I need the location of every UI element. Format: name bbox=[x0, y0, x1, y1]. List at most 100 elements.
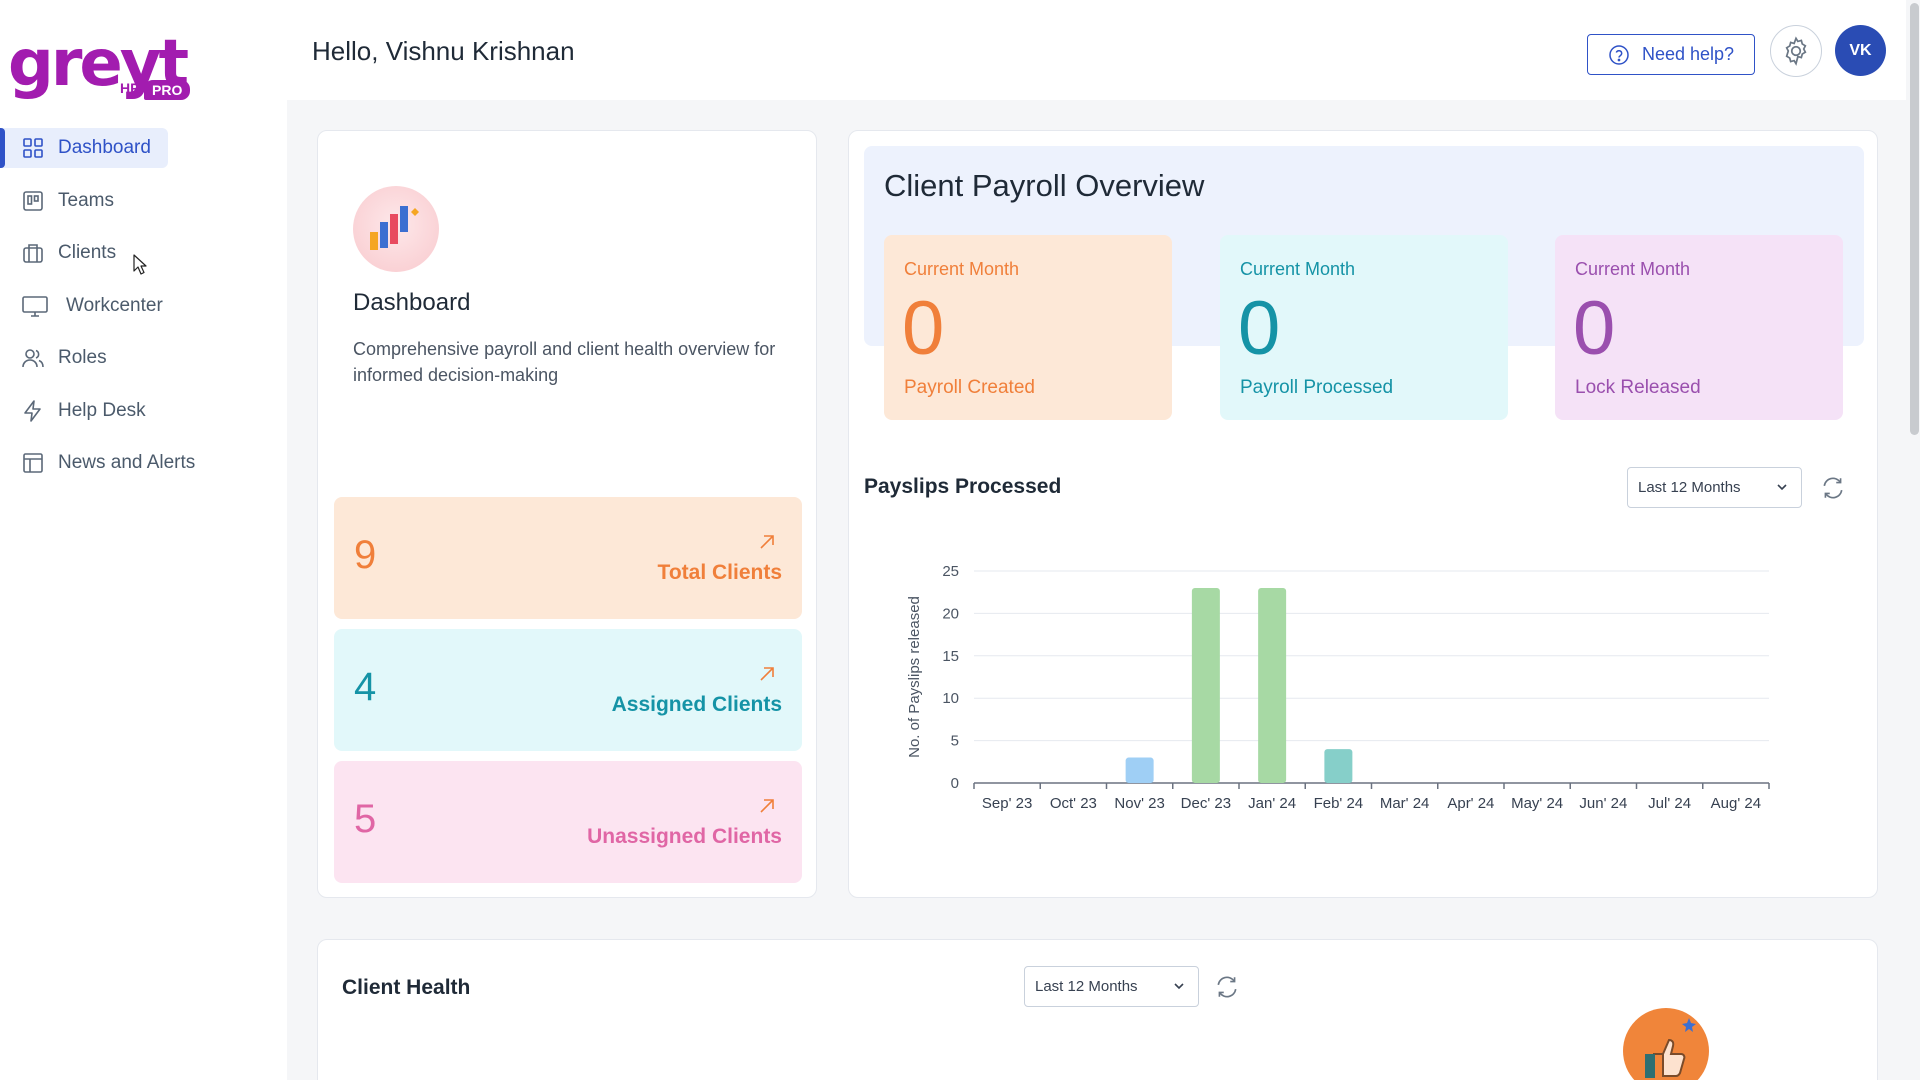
settings-button[interactable] bbox=[1770, 25, 1822, 77]
metric-caption: Current Month bbox=[1575, 259, 1691, 279]
gear-icon bbox=[1785, 36, 1807, 66]
bar-chart-illustration-icon bbox=[353, 186, 439, 272]
sidebar-item-label: Help Desk bbox=[58, 399, 146, 421]
lightning-icon bbox=[22, 399, 44, 422]
need-help-label: Need help? bbox=[1641, 44, 1735, 64]
metric-value: 0 bbox=[1238, 286, 1281, 371]
monitor-icon bbox=[22, 295, 48, 317]
x-tick-label: Jan' 24 bbox=[1248, 795, 1296, 812]
greeting-text: Hello, Vishnu Krishnan bbox=[312, 36, 575, 66]
chart-bar bbox=[1125, 757, 1154, 783]
sidebar-item-clients[interactable]: Clients bbox=[0, 233, 287, 273]
arrow-up-right-icon bbox=[760, 535, 774, 549]
sidebar-item-news-and-alerts[interactable]: News and Alerts bbox=[0, 443, 287, 483]
chart-bar bbox=[1191, 587, 1220, 783]
sidebar-item-dashboard[interactable]: Dashboard bbox=[0, 128, 168, 168]
payroll-created-metric: Current Month 0 Payroll Created bbox=[884, 235, 1172, 420]
payslips-processed-title: Payslips Processed bbox=[864, 475, 1062, 498]
briefcase-icon bbox=[22, 242, 44, 264]
sidebar-item-help-desk[interactable]: Help Desk bbox=[0, 391, 287, 431]
chevron-down-icon bbox=[1777, 484, 1787, 491]
x-tick-label: Nov' 23 bbox=[1114, 795, 1164, 812]
arrow-up-right-icon bbox=[760, 799, 774, 813]
dashboard-grid-icon bbox=[22, 137, 44, 159]
x-tick-label: Sep' 23 bbox=[982, 795, 1032, 812]
x-tick-label: Aug' 24 bbox=[1711, 795, 1761, 812]
chart-bar bbox=[1258, 587, 1287, 783]
user-avatar[interactable]: VK bbox=[1835, 25, 1886, 76]
y-axis-label: No. of Payslips released bbox=[906, 596, 923, 758]
sidebar-item-label: Teams bbox=[58, 189, 114, 211]
refresh-icon bbox=[1823, 477, 1843, 499]
payslips-range-select[interactable]: Last 12 Months bbox=[1627, 467, 1802, 508]
logo-pro-badge: PRO bbox=[144, 80, 191, 100]
sidebar-item-workcenter[interactable]: Workcenter bbox=[0, 286, 287, 326]
arrow-up-right-icon bbox=[760, 667, 774, 681]
dashboard-summary-card: Dashboard Comprehensive payroll and clie… bbox=[317, 130, 817, 898]
metric-label: Payroll Created bbox=[904, 377, 1035, 398]
x-tick-label: Oct' 23 bbox=[1050, 795, 1097, 812]
teams-board-icon bbox=[22, 190, 44, 212]
stat-value: 9 bbox=[354, 533, 377, 577]
x-tick-label: Jun' 24 bbox=[1579, 795, 1627, 812]
x-tick-label: Apr' 24 bbox=[1447, 795, 1494, 812]
total-clients-card[interactable]: 9 Total Clients bbox=[334, 497, 802, 619]
mouse-cursor-icon bbox=[133, 254, 147, 275]
client-health-refresh-button[interactable] bbox=[1213, 973, 1241, 1001]
sidebar-item-teams[interactable]: Teams bbox=[0, 181, 287, 221]
stat-value: 5 bbox=[354, 797, 377, 841]
sidebar-item-label: Workcenter bbox=[66, 294, 163, 316]
x-tick-label: Jul' 24 bbox=[1648, 795, 1691, 812]
sidebar-nav: Dashboard Teams Clients bbox=[0, 128, 287, 496]
news-layout-icon bbox=[22, 452, 44, 474]
users-icon bbox=[22, 347, 44, 369]
sidebar-item-label: Clients bbox=[58, 242, 117, 263]
y-tick-label: 5 bbox=[951, 733, 959, 750]
x-tick-label: Dec' 23 bbox=[1181, 795, 1231, 812]
metric-label: Payroll Processed bbox=[1240, 377, 1394, 398]
metric-caption: Current Month bbox=[904, 259, 1020, 279]
payroll-overview-title: Client Payroll Overview bbox=[884, 168, 1205, 203]
client-health-title: Client Health bbox=[342, 976, 471, 999]
chevron-down-icon bbox=[1174, 983, 1184, 990]
y-tick-label: 10 bbox=[942, 690, 959, 707]
chart-bar bbox=[1324, 749, 1353, 783]
payroll-processed-metric: Current Month 0 Payroll Processed bbox=[1220, 235, 1508, 420]
assigned-clients-card[interactable]: 4 Assigned Clients bbox=[334, 629, 802, 751]
logo-hr-text: HR bbox=[120, 80, 141, 96]
dashboard-card-title: Dashboard bbox=[353, 289, 471, 316]
metric-caption: Current Month bbox=[1240, 259, 1356, 279]
payslips-range-value: Last 12 Months bbox=[1638, 479, 1741, 496]
sidebar-item-label: Roles bbox=[58, 347, 107, 368]
sidebar: greyt HR PRO Dashboard Teams bbox=[0, 0, 287, 1080]
payslips-refresh-button[interactable] bbox=[1819, 474, 1847, 502]
sidebar-item-roles[interactable]: Roles bbox=[0, 338, 287, 378]
stat-value: 4 bbox=[354, 665, 377, 709]
y-tick-label: 20 bbox=[942, 605, 959, 622]
metric-value: 0 bbox=[1573, 286, 1616, 371]
stat-label: Unassigned Clients bbox=[587, 825, 782, 848]
x-tick-label: Feb' 24 bbox=[1314, 795, 1364, 812]
page-scrollbar[interactable] bbox=[1906, 0, 1920, 1080]
thumbs-up-illustration-icon bbox=[1623, 1008, 1709, 1080]
y-tick-label: 15 bbox=[942, 648, 959, 665]
refresh-icon bbox=[1217, 976, 1237, 998]
sidebar-item-label: News and Alerts bbox=[58, 452, 196, 473]
x-tick-label: Mar' 24 bbox=[1380, 795, 1430, 812]
client-health-range-value: Last 12 Months bbox=[1035, 978, 1138, 995]
app-logo[interactable]: greyt HR PRO bbox=[8, 24, 198, 104]
need-help-button[interactable]: Need help? bbox=[1587, 34, 1755, 75]
client-health-card: Client Health Last 12 Months bbox=[317, 939, 1878, 1080]
stat-label: Assigned Clients bbox=[611, 693, 782, 716]
metric-value: 0 bbox=[902, 286, 945, 371]
stat-label: Total Clients bbox=[657, 561, 782, 584]
scrollbar-thumb[interactable] bbox=[1910, 3, 1919, 435]
sidebar-item-label: Dashboard bbox=[58, 137, 151, 158]
y-tick-label: 25 bbox=[942, 563, 959, 580]
payslips-bar-chart: 0 5 10 15 20 25 No. of Payslips released Sep' 2… bbox=[906, 563, 1770, 812]
dashboard-card-description: Comprehensive payroll and client health … bbox=[353, 339, 776, 385]
x-tick-label: May' 24 bbox=[1511, 795, 1563, 812]
client-health-range-select[interactable]: Last 12 Months bbox=[1024, 966, 1199, 1007]
lock-released-metric: Current Month 0 Lock Released bbox=[1555, 235, 1843, 420]
unassigned-clients-card[interactable]: 5 Unassigned Clients bbox=[334, 761, 802, 883]
